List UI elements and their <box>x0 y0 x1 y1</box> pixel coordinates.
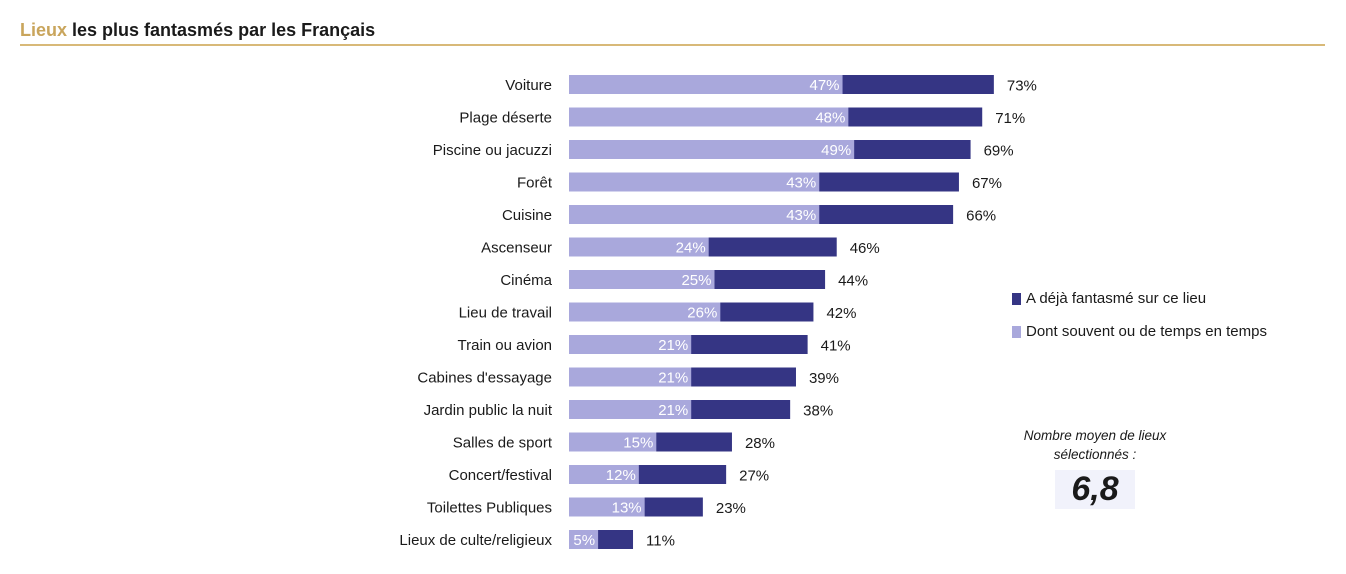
data-label-often: 25% <box>681 272 711 289</box>
category-label: Ascenseur <box>481 240 552 257</box>
data-label-often: 49% <box>821 142 851 159</box>
data-label-often: 48% <box>815 110 845 127</box>
bar-often <box>569 432 657 452</box>
category-label: Piscine ou jacuzzi <box>433 142 552 159</box>
bar-often <box>569 335 692 354</box>
category-label: Voiture <box>505 77 552 94</box>
data-label-total: 73% <box>1007 78 1037 95</box>
data-label-total: 27% <box>739 468 769 485</box>
data-label-often: 21% <box>658 337 688 354</box>
bar-often <box>569 270 715 289</box>
data-label-total: 46% <box>850 240 880 257</box>
bar-often <box>569 140 855 159</box>
data-label-often: 15% <box>623 435 653 452</box>
data-label-total: 71% <box>995 110 1025 127</box>
title-divider <box>20 44 1325 46</box>
data-label-often: 24% <box>676 240 706 257</box>
bar-often <box>569 205 820 224</box>
bar-often <box>569 400 692 419</box>
legend-swatch-often <box>1012 325 1021 338</box>
data-label-total: 44% <box>838 273 868 290</box>
data-label-total: 69% <box>984 143 1014 160</box>
bar-often <box>569 302 721 322</box>
data-label-total: 42% <box>826 305 856 322</box>
data-label-often: 47% <box>810 77 840 94</box>
chart-title: Lieux les plus fantasmés par les Françai… <box>20 20 375 41</box>
average-value: 6,8 <box>1055 470 1135 509</box>
data-label-total: 41% <box>821 338 851 355</box>
data-label-total: 11% <box>646 533 675 550</box>
category-label: Toilettes Publiques <box>427 500 552 517</box>
category-label: Train ou avion <box>458 337 553 354</box>
data-label-total: 38% <box>803 403 833 420</box>
data-label-total: 39% <box>809 370 839 387</box>
chart-title-accent: Lieux <box>20 20 68 40</box>
data-label-often: 12% <box>606 467 636 484</box>
data-label-often: 5% <box>573 532 595 549</box>
bar-often <box>569 172 820 192</box>
bar-often <box>569 497 645 517</box>
category-label: Lieux de culte/religieux <box>399 532 552 549</box>
category-label: Cinéma <box>500 272 552 289</box>
data-label-often: 21% <box>658 402 688 419</box>
data-label-total: 67% <box>972 175 1002 192</box>
data-label-often: 43% <box>786 207 816 224</box>
average-label: Nombre moyen de lieux sélectionnés : <box>1023 428 1167 462</box>
chart-title-rest: les plus fantasmés par les Français <box>67 20 376 40</box>
category-label: Forêt <box>517 175 553 192</box>
category-label: Jardin public la nuit <box>424 402 553 419</box>
bar-often <box>569 530 599 549</box>
data-label-often: 21% <box>658 370 688 387</box>
legend-swatch-total <box>1012 292 1021 305</box>
data-label-often: 26% <box>687 305 717 322</box>
category-label: Salles de sport <box>453 435 553 452</box>
category-label: Cuisine <box>502 207 552 224</box>
category-label: Cabines d'essayage <box>417 370 552 387</box>
category-label: Plage déserte <box>459 110 552 127</box>
bar-often <box>569 75 843 94</box>
category-label: Concert/festival <box>449 467 552 484</box>
legend-item-total: A déjà fantasmé sur ce lieu <box>1012 290 1206 307</box>
data-label-often: 13% <box>612 500 642 517</box>
legend-label-total: A déjà fantasmé sur ce lieu <box>1026 290 1207 307</box>
bar-often <box>569 465 639 484</box>
legend-item-often: Dont souvent ou de temps en temps <box>1012 323 1267 340</box>
bar-often <box>569 237 709 257</box>
legend-label-often: Dont souvent ou de temps en temps <box>1026 323 1267 340</box>
bar-often <box>569 107 849 127</box>
bar-often <box>569 367 692 387</box>
data-label-total: 66% <box>966 208 996 225</box>
category-label: Lieu de travail <box>459 305 552 322</box>
data-label-often: 43% <box>786 175 816 192</box>
data-label-total: 28% <box>745 435 775 452</box>
data-label-total: 23% <box>716 500 746 517</box>
